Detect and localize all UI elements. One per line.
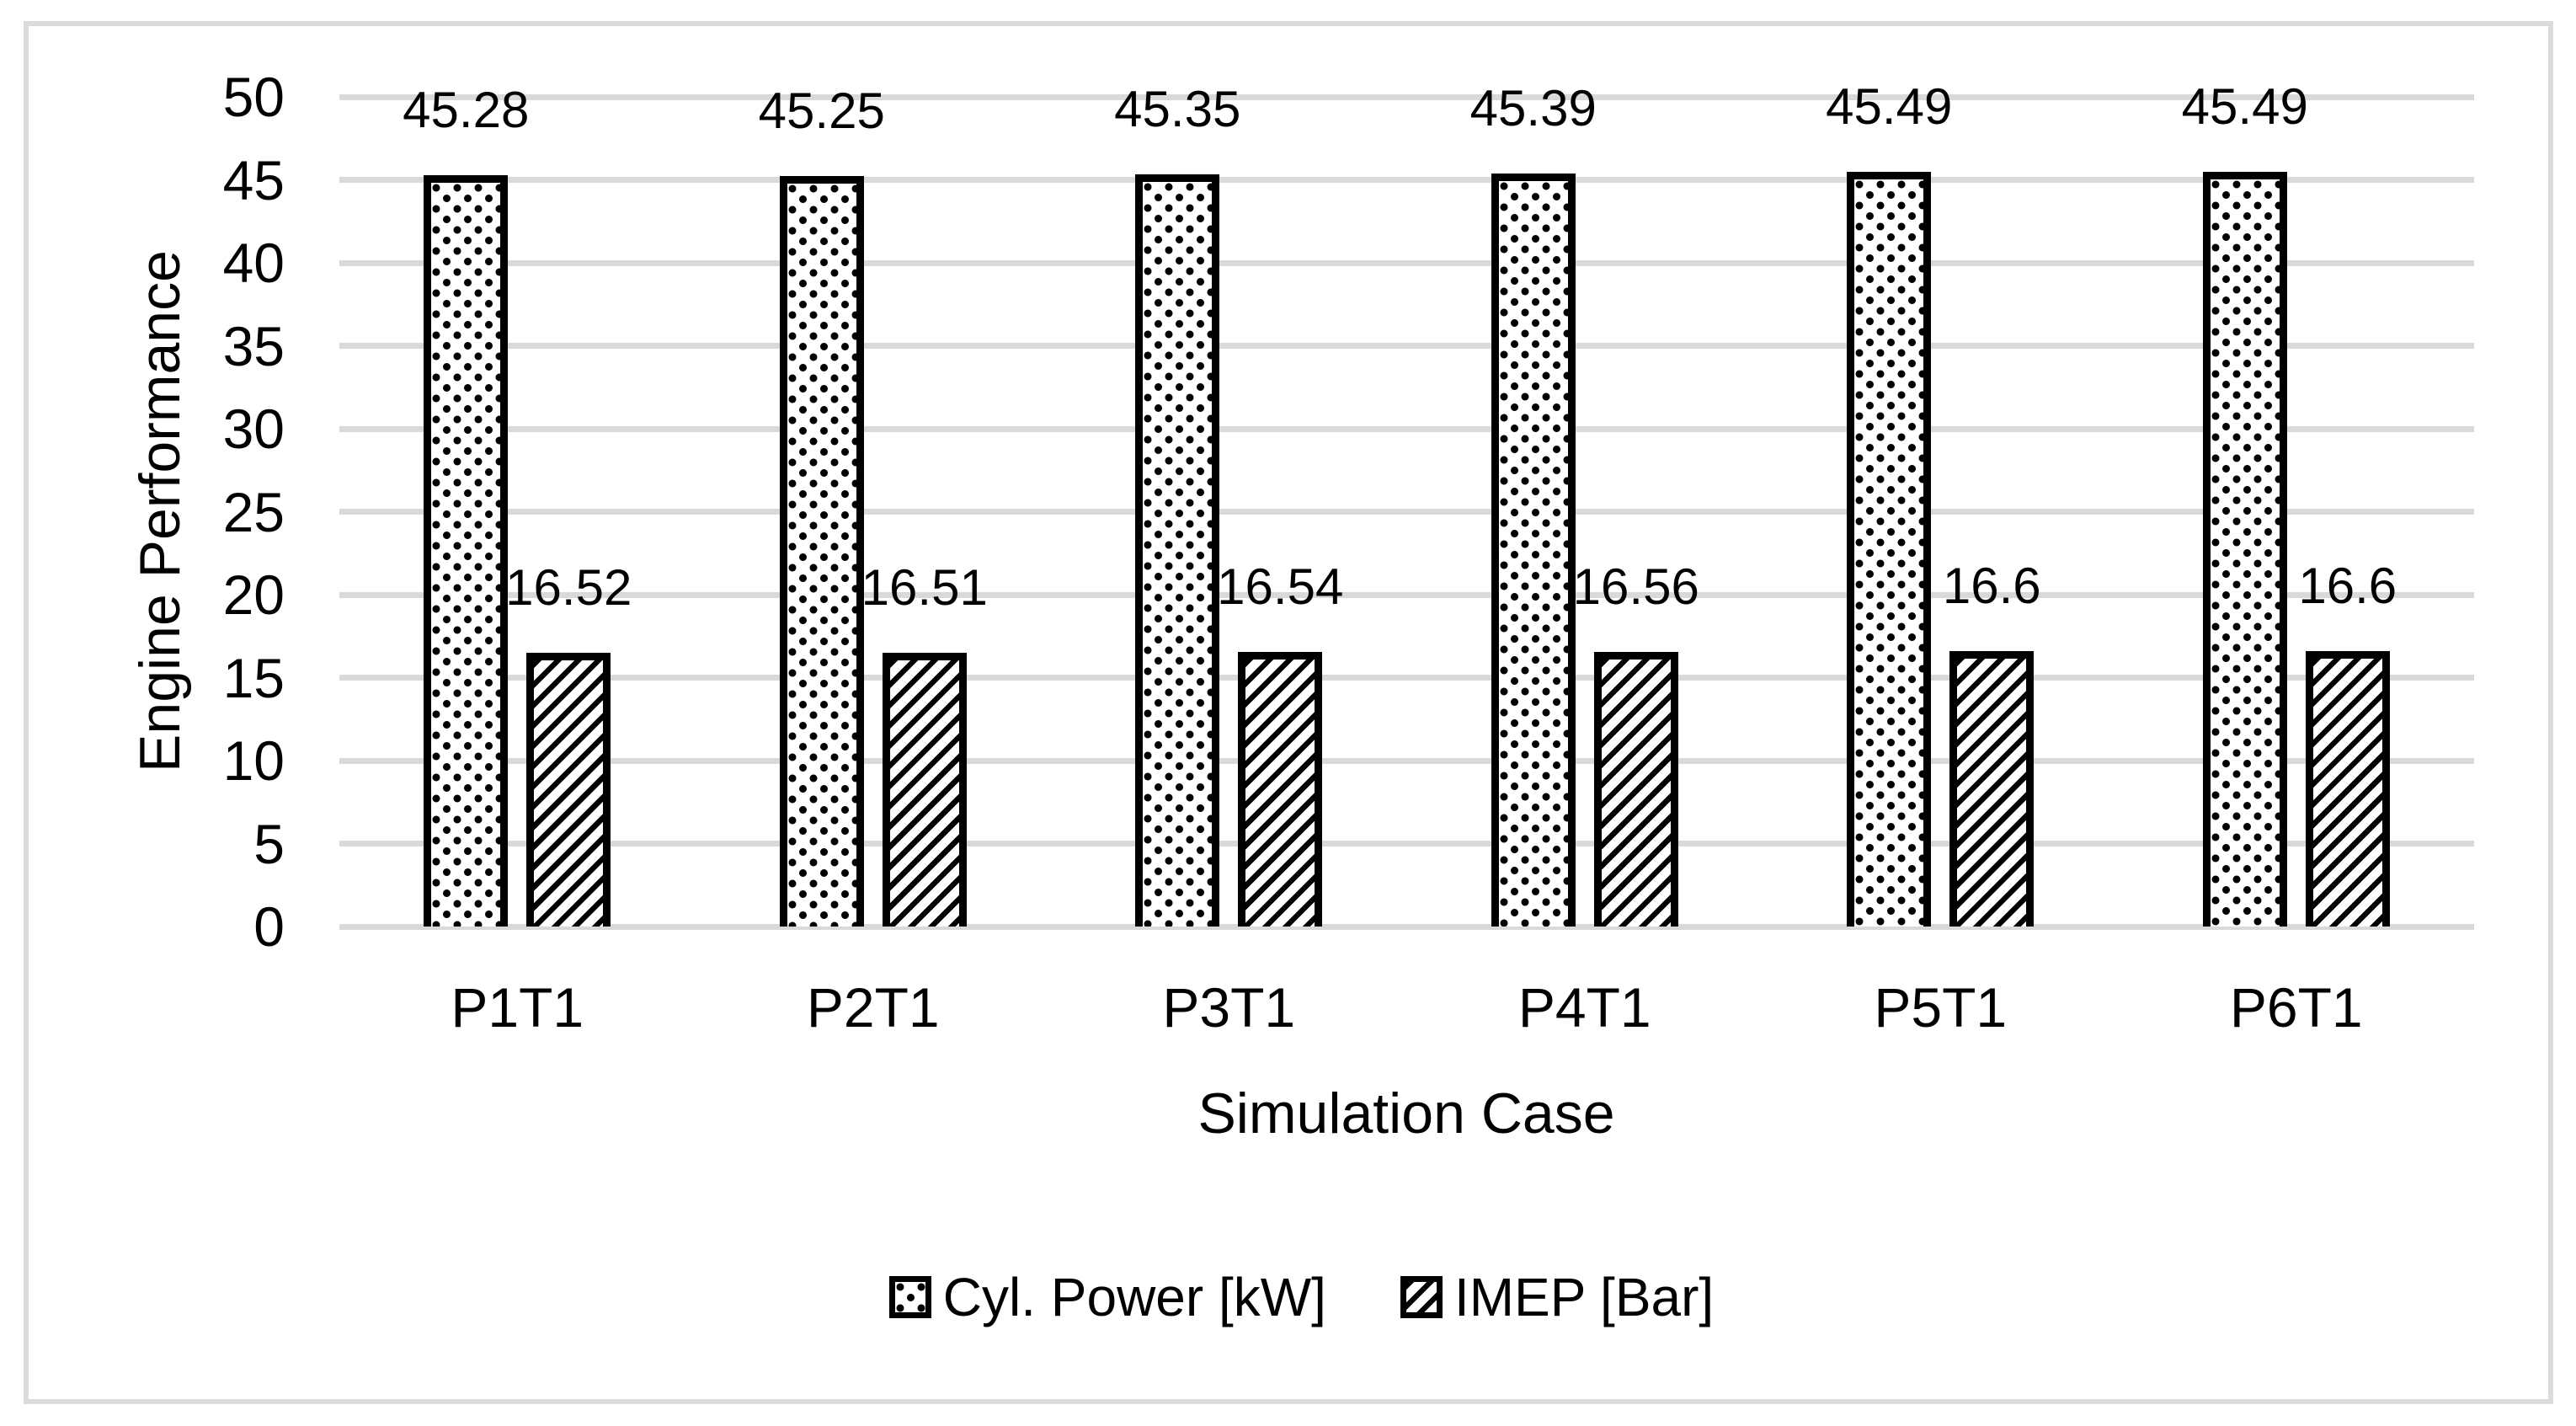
data-label-imep-p2t1: 16.51 <box>861 559 988 616</box>
category-label-p5t1: P5T1 <box>1874 976 2008 1039</box>
y-tick-label-25: 25 <box>222 480 285 543</box>
gridline-y-35 <box>339 343 2474 349</box>
legend-label-cyl-power: Cyl. Power [kW] <box>942 1267 1326 1327</box>
x-axis-title: Simulation Case <box>1197 1082 1615 1146</box>
data-label-imep-p6t1: 16.6 <box>2298 558 2397 614</box>
legend: Cyl. Power [kW] IMEP [Bar] <box>13 1267 2576 1327</box>
gridline-y-30 <box>339 425 2474 432</box>
y-tick-label-5: 5 <box>253 812 285 875</box>
gridline-y-10 <box>339 757 2474 764</box>
diagonal-hatch-swatch-icon <box>1400 1276 1443 1318</box>
bar-imep-p3t1 <box>1238 652 1323 927</box>
gridline-y-50 <box>339 93 2474 100</box>
bar-imep-p4t1 <box>1593 652 1678 927</box>
y-tick-label-30: 30 <box>222 398 285 460</box>
y-tick-label-35: 35 <box>222 314 285 377</box>
category-label-p6t1: P6T1 <box>2229 976 2363 1039</box>
bar-imep-p1t1 <box>526 653 611 927</box>
bar-cyl-power-p3t1 <box>1135 174 1220 927</box>
data-label-cyl-power-p3t1: 45.35 <box>1114 81 1241 137</box>
gridline-y-25 <box>339 509 2474 515</box>
y-tick-label-15: 15 <box>222 646 285 709</box>
gridline-y-5 <box>339 841 2474 847</box>
data-label-imep-p4t1: 16.56 <box>1572 558 1699 615</box>
category-label-p1t1: P1T1 <box>451 976 584 1039</box>
data-label-imep-p1t1: 16.52 <box>505 559 632 616</box>
plot-area: 45.28 16.52 45.25 16.51 45.35 16.54 45.39 16.56… <box>339 78 2474 930</box>
legend-item-cyl-power: Cyl. Power [kW] <box>888 1267 1326 1327</box>
y-tick-label-0: 0 <box>253 895 285 958</box>
category-label-p4t1: P4T1 <box>1517 976 1651 1039</box>
data-label-cyl-power-p1t1: 45.28 <box>403 82 530 138</box>
bar-cyl-power-p6t1 <box>2202 172 2287 927</box>
gridline-y-15 <box>339 675 2474 681</box>
data-label-cyl-power-p2t1: 45.25 <box>758 83 885 139</box>
y-tick-label-50: 50 <box>222 66 285 128</box>
y-tick-label-45: 45 <box>222 148 285 211</box>
data-label-cyl-power-p6t1: 45.49 <box>2181 78 2308 135</box>
bar-imep-p6t1 <box>2305 651 2390 927</box>
data-label-cyl-power-p4t1: 45.39 <box>1469 80 1597 136</box>
y-tick-label-20: 20 <box>222 563 285 626</box>
y-tick-label-10: 10 <box>222 729 285 792</box>
bar-imep-p2t1 <box>882 653 967 927</box>
bar-cyl-power-p2t1 <box>779 176 864 927</box>
bar-cyl-power-p5t1 <box>1847 172 1932 927</box>
data-label-imep-p3t1: 16.54 <box>1217 558 1344 615</box>
data-label-imep-p5t1: 16.6 <box>1942 558 2041 614</box>
legend-item-imep: IMEP [Bar] <box>1400 1267 1714 1327</box>
gridline-y-45 <box>339 177 2474 183</box>
bar-imep-p5t1 <box>1949 651 2035 927</box>
dotted-pattern-swatch-icon <box>888 1276 931 1318</box>
gridline-y-40 <box>339 259 2474 266</box>
data-label-cyl-power-p5t1: 45.49 <box>1826 78 1953 135</box>
category-label-p2t1: P2T1 <box>806 976 940 1039</box>
category-label-p3t1: P3T1 <box>1162 976 1296 1039</box>
gridline-y-0 <box>339 923 2474 930</box>
chart-outer-border <box>24 21 2553 1404</box>
bar-cyl-power-p4t1 <box>1491 174 1576 927</box>
bar-cyl-power-p1t1 <box>424 175 509 927</box>
y-tick-label-40: 40 <box>222 232 285 294</box>
gridline-y-20 <box>339 591 2474 598</box>
legend-label-imep: IMEP [Bar] <box>1453 1267 1715 1327</box>
